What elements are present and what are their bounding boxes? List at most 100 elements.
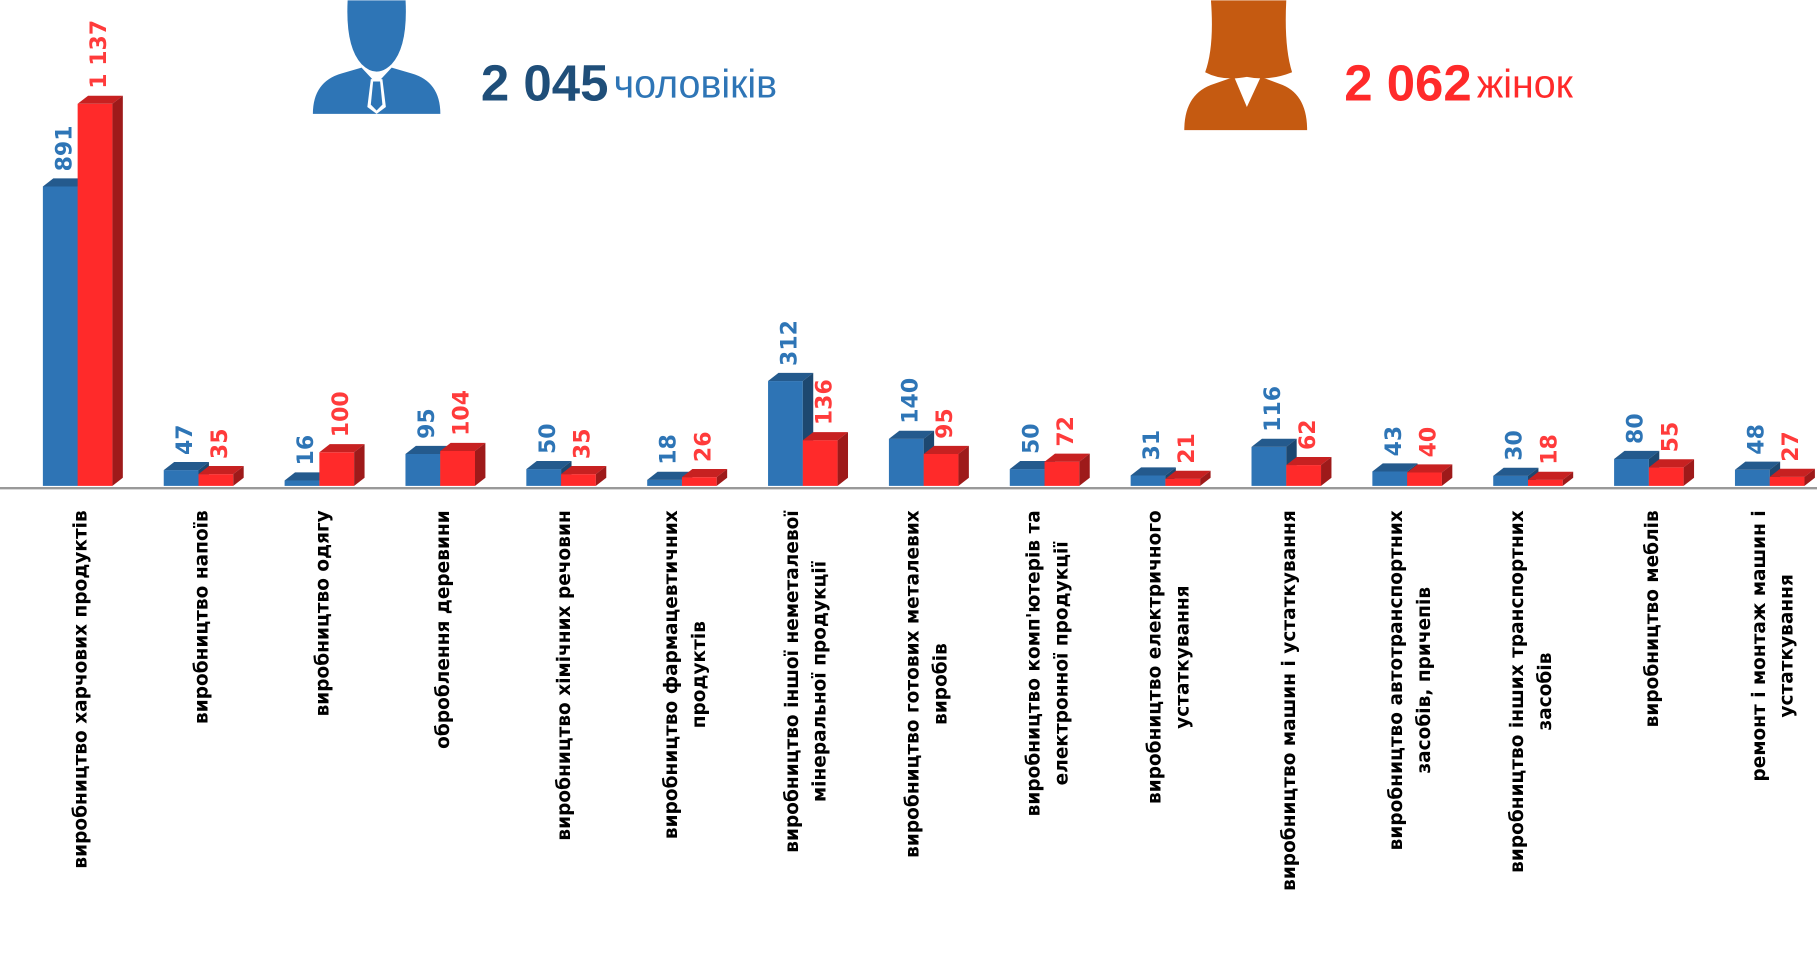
value-label: 30 bbox=[1503, 430, 1528, 461]
x-tick-label-line: виробництво фармацевтичних bbox=[661, 510, 682, 839]
x-tick-label: виробництво інших транспортних засобів bbox=[1507, 510, 1556, 873]
bar-top bbox=[888, 430, 935, 439]
bar bbox=[1769, 468, 1815, 486]
value-label: 62 bbox=[1296, 419, 1321, 450]
bar-top bbox=[284, 472, 330, 481]
value-label: 31 bbox=[1140, 430, 1165, 461]
bar bbox=[1648, 459, 1695, 486]
bar-front bbox=[1648, 467, 1684, 486]
female-total: 2 062 bbox=[1344, 55, 1472, 112]
bar bbox=[405, 445, 451, 486]
bar-top bbox=[802, 432, 849, 441]
bar-top bbox=[163, 461, 209, 471]
value-label: 48 bbox=[1744, 424, 1769, 455]
value-label: 35 bbox=[208, 428, 233, 459]
x-tick-label: виробництво меблів bbox=[1642, 510, 1663, 727]
bar-side bbox=[354, 444, 365, 486]
female-label: жінок bbox=[1477, 63, 1574, 107]
x-tick-label-line: устаткування bbox=[1172, 585, 1193, 728]
bar bbox=[319, 444, 365, 486]
x-tick-label: виробництво харчових продуктів bbox=[71, 510, 92, 868]
value-label: 18 bbox=[1538, 434, 1563, 465]
bar-front bbox=[1407, 472, 1442, 486]
bar-front bbox=[1286, 465, 1322, 486]
bar-side bbox=[595, 466, 607, 486]
bar-top bbox=[647, 471, 693, 480]
bar-front bbox=[681, 477, 717, 486]
bar-front bbox=[163, 470, 199, 486]
bar-side bbox=[112, 95, 123, 486]
bar-front bbox=[1493, 475, 1528, 486]
value-label: 47 bbox=[173, 424, 198, 455]
bar bbox=[77, 95, 123, 486]
value-label: 80 bbox=[1624, 413, 1649, 444]
bar-front bbox=[1130, 475, 1166, 486]
bar-front bbox=[1614, 459, 1649, 486]
bar-front bbox=[405, 453, 441, 486]
male-total: 2 045 bbox=[481, 55, 609, 112]
value-label: 891 bbox=[52, 125, 77, 171]
bar-front bbox=[1165, 478, 1201, 486]
bar bbox=[1407, 464, 1453, 486]
male-icon bbox=[312, 0, 441, 114]
x-tick-label-line: виробництво електричного bbox=[1144, 510, 1165, 804]
bar-top bbox=[1648, 459, 1695, 468]
x-tick-label: виробництво іншої неметалевої мінеральної… bbox=[782, 510, 831, 853]
x-tick-label: виробництво комп'ютерів та електронної пр… bbox=[1024, 510, 1073, 816]
bar-front bbox=[768, 381, 803, 486]
bar-side bbox=[1683, 459, 1695, 486]
x-tick-label-text: виробництво харчових продуктів bbox=[71, 510, 92, 868]
bar bbox=[802, 432, 849, 486]
bar-front bbox=[561, 474, 596, 486]
x-tick-label-text: оброблення деревини bbox=[433, 510, 454, 749]
value-label: 95 bbox=[415, 408, 440, 439]
x-tick-label: ремонт і монтаж машин і устаткування bbox=[1749, 510, 1798, 781]
x-tick-label-line: виробництво готових металевих bbox=[903, 510, 924, 858]
bar-top bbox=[440, 442, 486, 451]
value-label: 18 bbox=[657, 434, 682, 465]
bar-front bbox=[42, 186, 78, 486]
bar-side bbox=[837, 432, 849, 486]
bar-side bbox=[958, 445, 969, 486]
bar-top bbox=[1493, 467, 1539, 476]
bar-front bbox=[1009, 469, 1045, 486]
bar-top bbox=[1286, 456, 1332, 466]
value-label: 35 bbox=[571, 428, 596, 459]
bar-top bbox=[923, 445, 969, 454]
x-tick-label-line: виробництво інших транспортних bbox=[1507, 510, 1528, 873]
bar-front bbox=[1251, 446, 1287, 486]
x-tick-label-line: виробництво комп'ютерів та bbox=[1024, 510, 1045, 816]
bar bbox=[440, 442, 486, 486]
female-icon bbox=[1184, 0, 1308, 131]
x-tick-label: виробництво напоїв bbox=[191, 510, 212, 724]
bar-side bbox=[716, 469, 728, 486]
value-label: 1 137 bbox=[87, 20, 112, 89]
male-label: чоловіків bbox=[614, 63, 777, 107]
bar-side bbox=[1200, 470, 1211, 486]
bar bbox=[1044, 453, 1090, 486]
bar-top bbox=[1044, 453, 1090, 462]
bar bbox=[1165, 470, 1211, 486]
bar-top bbox=[1527, 471, 1574, 480]
bar-front bbox=[77, 103, 113, 486]
bar bbox=[1527, 471, 1574, 486]
value-label: 136 bbox=[812, 379, 837, 425]
x-tick-label: оброблення деревини bbox=[433, 510, 454, 749]
x-tick-label-line: виробництво автотранспортних bbox=[1386, 510, 1407, 850]
value-label: 72 bbox=[1054, 416, 1079, 447]
bar-top bbox=[1407, 464, 1453, 473]
x-tick-label-line: засобів, причепів bbox=[1414, 587, 1435, 774]
x-tick-label: виробництво хімічних речовин bbox=[554, 510, 575, 840]
bar-top bbox=[405, 445, 451, 454]
bar bbox=[681, 469, 728, 486]
value-label: 312 bbox=[778, 320, 803, 366]
bar-top bbox=[1165, 470, 1211, 479]
value-label: 43 bbox=[1382, 426, 1407, 457]
bar-side bbox=[1321, 456, 1332, 486]
x-tick-label: виробництво автотранспортних засобів, при… bbox=[1386, 510, 1435, 850]
bar-top bbox=[42, 178, 89, 187]
bar-top bbox=[681, 469, 728, 478]
bar-top bbox=[198, 466, 244, 475]
bar-front bbox=[1769, 476, 1805, 486]
